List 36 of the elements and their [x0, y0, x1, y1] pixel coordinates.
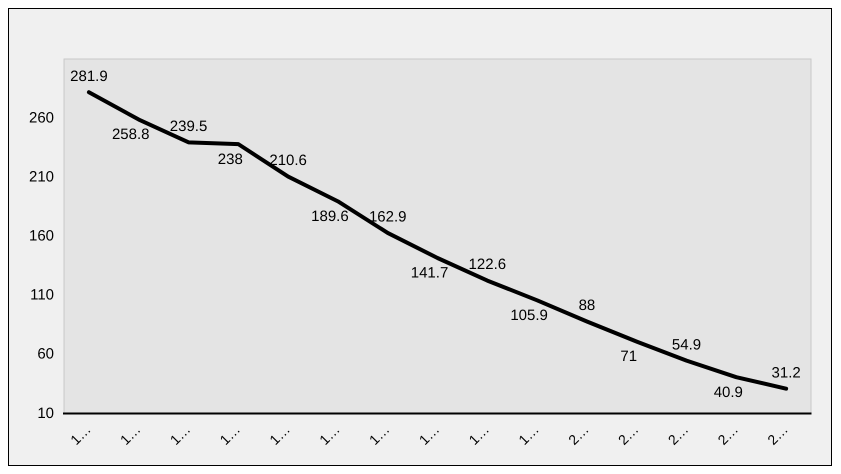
data-label: 281.9	[70, 68, 108, 85]
x-tick-label: 1…	[116, 421, 144, 448]
x-tick-label: 1…	[266, 421, 293, 448]
data-label: 239.5	[170, 118, 208, 135]
x-tick-label: 1…	[67, 421, 94, 448]
data-label: 238	[218, 150, 243, 168]
x-tick-label: 1…	[465, 421, 492, 448]
data-label: 71	[620, 348, 638, 366]
data-label: 141.7	[410, 264, 448, 282]
x-tick-label: 1…	[216, 421, 244, 448]
data-label: 54.9	[672, 336, 702, 354]
data-label: 189.6	[311, 208, 349, 225]
x-tick-label: 2…	[565, 421, 592, 448]
data-label: 210.6	[269, 152, 307, 170]
x-tick-label: 2…	[714, 421, 742, 448]
x-tick-label: 1…	[515, 421, 542, 448]
y-tick-label: 110	[30, 286, 54, 304]
x-tick-label: 1…	[316, 421, 343, 448]
x-tick-label: 1…	[416, 421, 442, 448]
y-tick-label: 60	[37, 346, 54, 363]
x-tick-label: 1…	[366, 421, 393, 448]
x-tick-label: 2…	[764, 421, 791, 448]
data-label: 105.9	[510, 306, 548, 324]
data-label: 88	[578, 297, 596, 314]
x-tick-label: 2…	[664, 421, 692, 448]
data-label: 31.2	[772, 364, 801, 382]
data-label: 162.9	[368, 208, 406, 226]
data-label: 258.8	[112, 126, 150, 144]
x-tick-label: 1…	[166, 421, 194, 448]
y-tick-label: 210	[28, 168, 54, 186]
y-tick-label: 260	[28, 109, 54, 126]
data-label: 40.9	[714, 384, 743, 401]
x-tick-label: 2…	[614, 421, 642, 448]
data-label: 122.6	[468, 256, 506, 274]
y-tick-label: 10	[37, 404, 54, 422]
y-tick-label: 160	[28, 228, 54, 244]
